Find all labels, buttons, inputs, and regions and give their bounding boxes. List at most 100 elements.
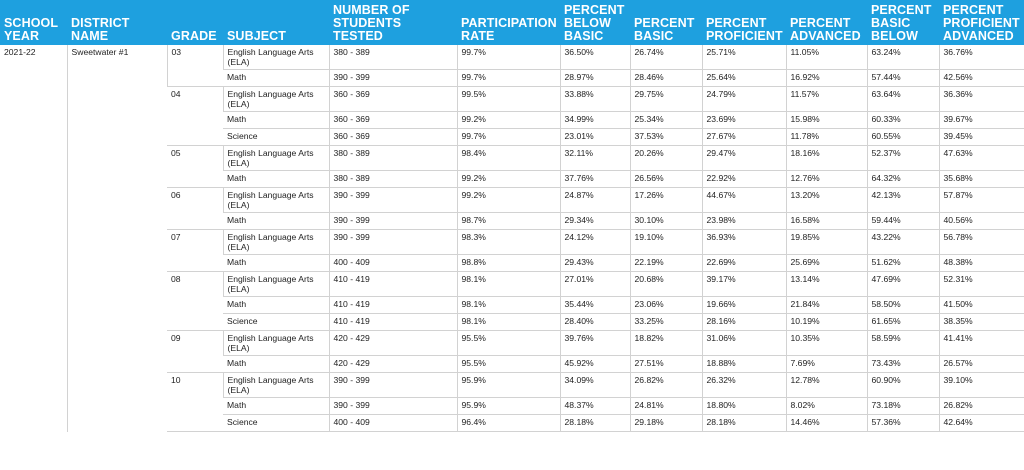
table-row: Math 390 - 399 95.9% 48.37% 24.81% 18.80% 8.02… xyxy=(0,397,1024,415)
header-percent-basic-below[interactable]: PERCENT BASIC BELOW xyxy=(867,0,939,45)
cell-participation-rate: 98.3% xyxy=(456,229,560,255)
cell-percent-basic-below: 63.64% xyxy=(866,86,939,112)
header-percent-proficient[interactable]: PERCENT PROFICIENT xyxy=(702,0,786,45)
cell-students-tested: 410 - 419 xyxy=(328,296,457,314)
cell-percent-below-basic: 34.09% xyxy=(559,372,630,398)
header-percent-below-basic[interactable]: PERCENT BELOW BASIC xyxy=(560,0,630,45)
cell-students-tested: 390 - 399 xyxy=(328,69,457,87)
cell-percent-below-basic: 35.44% xyxy=(559,296,630,314)
cell-percent-advanced: 25.69% xyxy=(785,254,867,272)
header-participation-rate[interactable]: PARTICIPATION RATE xyxy=(457,0,560,45)
cell-percent-basic: 25.34% xyxy=(629,111,702,129)
cell-participation-rate: 99.7% xyxy=(456,45,560,70)
header-grade[interactable]: GRADE xyxy=(167,0,223,45)
cell-percent-proficient: 26.32% xyxy=(701,372,786,398)
cell-participation-rate: 95.9% xyxy=(456,372,560,398)
cell-percent-advanced: 13.14% xyxy=(785,271,867,297)
cell-percent-basic-below: 73.18% xyxy=(866,397,939,415)
cell-participation-rate: 95.9% xyxy=(456,397,560,415)
table-row: Math 400 - 409 98.8% 29.43% 22.19% 22.69% 25.6… xyxy=(0,254,1024,272)
cell-percent-advanced: 13.20% xyxy=(785,187,867,213)
cell-students-tested: 390 - 399 xyxy=(328,212,457,230)
cell-participation-rate: 99.2% xyxy=(456,111,560,129)
cell-participation-rate: 99.7% xyxy=(456,69,560,87)
cell-percent-below-basic: 34.99% xyxy=(559,111,630,129)
cell-percent-advanced: 19.85% xyxy=(785,229,867,255)
cell-percent-proficient-advanced: 56.78% xyxy=(938,229,1024,255)
cell-grade: 09 xyxy=(167,330,223,373)
cell-percent-basic-below: 51.62% xyxy=(866,254,939,272)
cell-students-tested: 360 - 369 xyxy=(328,86,457,112)
cell-participation-rate: 98.7% xyxy=(456,212,560,230)
cell-percent-basic: 20.26% xyxy=(629,145,702,171)
cell-subject: English Language Arts (ELA) xyxy=(222,86,329,112)
cell-students-tested: 380 - 389 xyxy=(328,170,457,188)
cell-participation-rate: 98.8% xyxy=(456,254,560,272)
cell-participation-rate: 95.5% xyxy=(456,330,560,356)
cell-percent-proficient: 18.88% xyxy=(701,355,786,373)
cell-percent-proficient-advanced: 41.41% xyxy=(938,330,1024,356)
cell-percent-proficient: 23.98% xyxy=(701,212,786,230)
cell-percent-basic-below: 58.50% xyxy=(866,296,939,314)
header-percent-basic[interactable]: PERCENT BASIC xyxy=(630,0,702,45)
cell-percent-advanced: 8.02% xyxy=(785,397,867,415)
cell-students-tested: 410 - 419 xyxy=(328,271,457,297)
cell-percent-basic: 18.82% xyxy=(629,330,702,356)
cell-grade: 04 xyxy=(167,86,223,146)
cell-percent-advanced: 12.78% xyxy=(785,372,867,398)
cell-percent-basic: 28.46% xyxy=(629,69,702,87)
cell-participation-rate: 99.2% xyxy=(456,187,560,213)
cell-participation-rate: 99.2% xyxy=(456,170,560,188)
table-row: 10 English Language Arts (ELA) 390 - 399 95… xyxy=(0,372,1024,432)
header-percent-advanced[interactable]: PERCENT ADVANCED xyxy=(786,0,867,45)
cell-subject: English Language Arts (ELA) xyxy=(222,271,329,297)
cell-percent-basic: 29.18% xyxy=(629,414,702,432)
header-school-year[interactable]: SCHOOL YEAR xyxy=(0,0,67,45)
table-row: Math 380 - 389 99.2% 37.76% 26.56% 22.92% 12.7… xyxy=(0,170,1024,188)
header-row: SCHOOL YEAR DISTRICT NAME GRADE SUBJECT … xyxy=(0,0,1024,45)
cell-percent-proficient-advanced: 38.35% xyxy=(938,313,1024,331)
cell-subject: English Language Arts (ELA) xyxy=(222,145,329,171)
cell-percent-basic: 26.82% xyxy=(629,372,702,398)
cell-participation-rate: 98.1% xyxy=(456,296,560,314)
cell-percent-basic: 29.75% xyxy=(629,86,702,112)
cell-percent-below-basic: 24.12% xyxy=(559,229,630,255)
cell-percent-advanced: 10.35% xyxy=(785,330,867,356)
header-percent-proficient-advanced[interactable]: PERCENT PROFICIENT ADVANCED xyxy=(939,0,1024,45)
cell-percent-basic-below: 47.69% xyxy=(866,271,939,297)
table-row: Math 390 - 399 98.7% 29.34% 30.10% 23.98% 16.5… xyxy=(0,212,1024,230)
table-body: 2021-22 Sweetwater #1 03 English Language A… xyxy=(0,45,1024,432)
cell-students-tested: 400 - 409 xyxy=(328,254,457,272)
cell-percent-basic: 23.06% xyxy=(629,296,702,314)
cell-subject: English Language Arts (ELA) xyxy=(222,330,329,356)
cell-percent-below-basic: 29.43% xyxy=(559,254,630,272)
header-subject[interactable]: SUBJECT xyxy=(223,0,329,45)
cell-students-tested: 400 - 409 xyxy=(328,414,457,432)
cell-percent-basic: 30.10% xyxy=(629,212,702,230)
cell-subject: Math xyxy=(223,397,329,415)
cell-percent-basic-below: 60.33% xyxy=(866,111,939,129)
cell-percent-proficient-advanced: 39.10% xyxy=(938,372,1024,398)
cell-percent-proficient: 23.69% xyxy=(701,111,786,129)
cell-percent-advanced: 11.78% xyxy=(785,128,867,146)
cell-grade: 07 xyxy=(167,229,223,272)
cell-percent-advanced: 7.69% xyxy=(785,355,867,373)
cell-percent-below-basic: 27.01% xyxy=(559,271,630,297)
cell-percent-below-basic: 36.50% xyxy=(559,45,630,70)
cell-percent-advanced: 12.76% xyxy=(785,170,867,188)
cell-participation-rate: 99.7% xyxy=(456,128,560,146)
cell-percent-proficient: 29.47% xyxy=(701,145,786,171)
cell-percent-advanced: 21.84% xyxy=(785,296,867,314)
cell-percent-basic-below: 52.37% xyxy=(866,145,939,171)
cell-percent-proficient: 25.64% xyxy=(701,69,786,87)
cell-percent-basic: 27.51% xyxy=(629,355,702,373)
header-district-name[interactable]: DISTRICT NAME xyxy=(67,0,167,45)
cell-percent-proficient-advanced: 41.50% xyxy=(938,296,1024,314)
cell-grade: 08 xyxy=(167,271,223,331)
cell-students-tested: 360 - 369 xyxy=(328,111,457,129)
cell-students-tested: 380 - 389 xyxy=(328,145,457,171)
cell-percent-basic-below: 43.22% xyxy=(866,229,939,255)
table-row: Math 410 - 419 98.1% 35.44% 23.06% 19.66% 21.8… xyxy=(0,296,1024,314)
cell-percent-proficient-advanced: 36.36% xyxy=(938,86,1024,112)
header-students-tested[interactable]: NUMBER OF STUDENTS TESTED xyxy=(329,0,457,45)
